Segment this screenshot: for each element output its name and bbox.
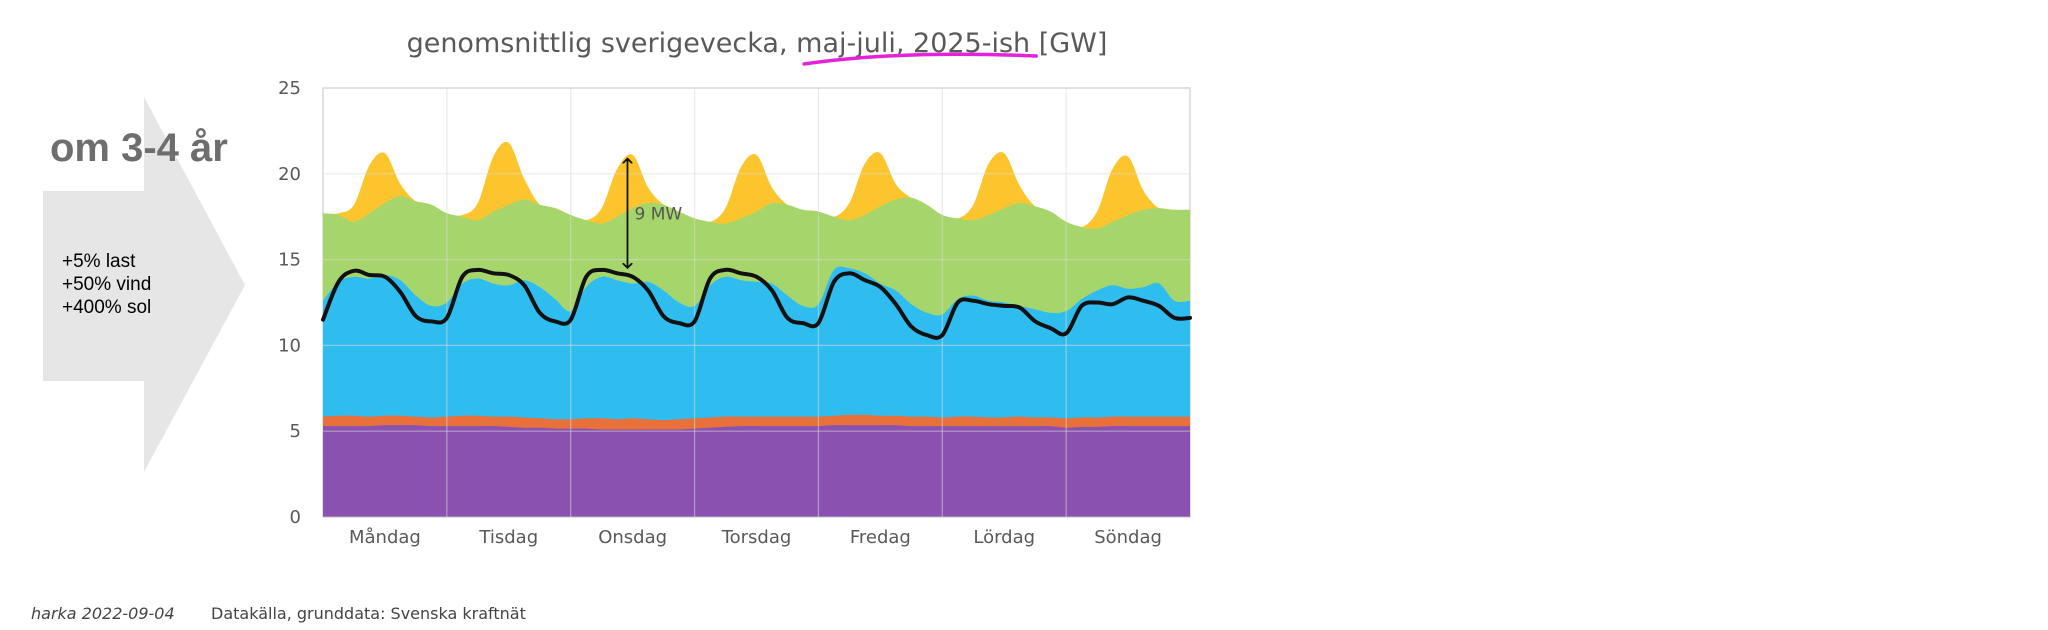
- annotation-group: 9 MW: [627, 159, 682, 268]
- x-category-label: Fredag: [850, 527, 911, 548]
- footer-source: Datakälla, grunddata: Svenska kraftnät: [211, 604, 526, 623]
- y-axis: 0 5 10 15 20 25: [278, 78, 301, 528]
- x-axis: Måndag Tisdag Onsdag Torsdag Fredag Lördag Sön…: [349, 527, 1162, 548]
- chart-title-group: genomsnittlig sverigevecka, maj-juli, 20…: [407, 28, 1107, 66]
- x-category-label: Lördag: [973, 527, 1035, 548]
- area-nuclear: [323, 425, 1190, 517]
- load-line: [321, 267, 1192, 340]
- y-tick-label: 0: [290, 507, 301, 528]
- headline: om 3-4 år: [50, 126, 228, 170]
- y-tick-label: 25: [278, 78, 301, 99]
- title-underline: [802, 52, 1038, 66]
- y-tick-label: 10: [278, 335, 301, 356]
- x-category-label: Onsdag: [598, 527, 667, 548]
- x-category-label: Tisdag: [478, 527, 538, 548]
- big-arrow-shape: [43, 97, 245, 472]
- gridlines: [323, 87, 1190, 518]
- change-list: +5% last +50% vind +400% sol: [62, 250, 151, 319]
- annotation-label: 9 MW: [634, 204, 682, 224]
- x-category-label: Måndag: [349, 527, 421, 548]
- change-item-solar: +400% sol: [62, 297, 152, 318]
- y-tick-label: 15: [278, 250, 301, 271]
- x-category-label: Söndag: [1094, 527, 1162, 548]
- y-tick-label: 5: [290, 421, 301, 442]
- load-line-group: [321, 267, 1192, 340]
- stacked-areas: [323, 141, 1190, 518]
- change-item-wind: +50% vind: [62, 274, 152, 295]
- x-category-label: Torsdag: [721, 527, 792, 548]
- footer-author: harka 2022-09-04: [31, 604, 175, 623]
- y-tick-label: 20: [278, 164, 301, 185]
- change-item-load: +5% last: [62, 251, 136, 272]
